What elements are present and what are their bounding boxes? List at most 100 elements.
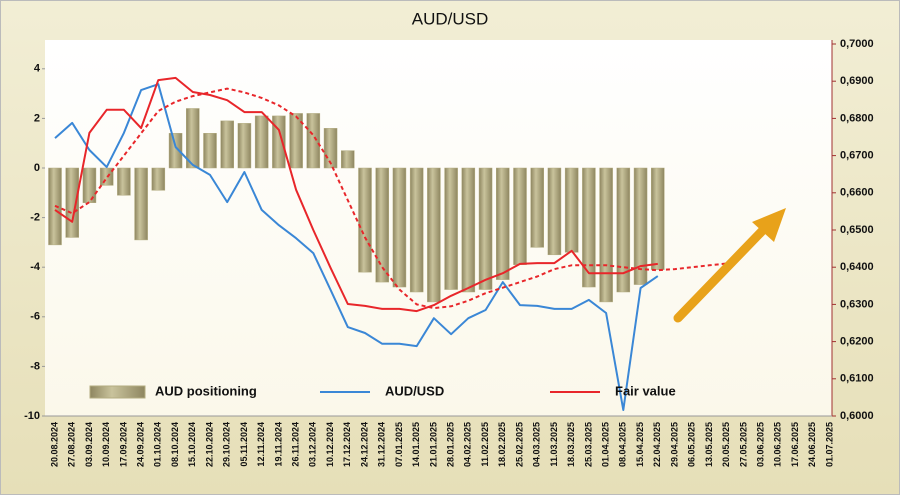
line bbox=[54, 76, 658, 313]
bar bbox=[254, 115, 269, 169]
bar bbox=[168, 133, 183, 169]
x-tick-label: 10.06.2025 bbox=[773, 422, 783, 467]
x-tick-label: 01.04.2025 bbox=[600, 422, 610, 467]
x-tick-label: 25.03.2025 bbox=[583, 422, 593, 467]
x-tick-label: 07.01.2025 bbox=[394, 422, 404, 467]
chart-title: AUD/USD bbox=[412, 9, 489, 28]
bar bbox=[564, 167, 579, 253]
bar bbox=[237, 123, 252, 169]
x-tick-label: 27.05.2025 bbox=[738, 422, 748, 467]
x-tick-label: 15.10.2024 bbox=[187, 422, 197, 467]
bar bbox=[651, 167, 665, 270]
bar bbox=[513, 167, 527, 265]
bar bbox=[444, 167, 458, 290]
x-tick-label: 04.03.2025 bbox=[532, 422, 542, 467]
y-tick-label: 4 bbox=[34, 63, 41, 75]
legend-item: AUD positioning bbox=[89, 383, 257, 399]
legend-item: Fair value bbox=[550, 383, 676, 398]
bar bbox=[375, 167, 389, 283]
bar bbox=[220, 120, 234, 169]
bar bbox=[427, 167, 441, 303]
y2-tick-label: 0,6000 bbox=[840, 410, 874, 422]
legend-label: AUD positioning bbox=[155, 383, 257, 398]
y2-tick-label: 0,6400 bbox=[840, 261, 874, 273]
y-tick-label: -2 bbox=[30, 212, 40, 224]
y2-tick-label: 0,7000 bbox=[840, 38, 874, 50]
bar bbox=[82, 167, 97, 203]
x-tick-label: 25.02.2025 bbox=[514, 422, 524, 467]
bar bbox=[461, 167, 476, 293]
y-tick-label: -8 bbox=[30, 360, 40, 372]
x-tick-label: 14.01.2025 bbox=[411, 422, 421, 467]
y2-tick-label: 0,6600 bbox=[840, 187, 874, 199]
x-tick-label: 10.09.2024 bbox=[101, 422, 111, 467]
y2-tick-label: 0,6500 bbox=[840, 224, 874, 236]
x-tick-label: 31.12.2024 bbox=[377, 422, 387, 467]
bar bbox=[151, 167, 166, 191]
bar bbox=[134, 167, 148, 241]
dashed-line bbox=[54, 87, 727, 310]
x-tick-label: 22.04.2025 bbox=[652, 422, 662, 467]
x-tick-label: 11.02.2025 bbox=[480, 422, 490, 467]
legend-label: Fair value bbox=[615, 383, 676, 398]
x-tick-label: 12.11.2024 bbox=[256, 422, 266, 467]
bar bbox=[599, 167, 613, 303]
x-tick-label: 28.01.2025 bbox=[445, 422, 455, 467]
x-tick-label: 24.12.2024 bbox=[359, 422, 369, 467]
x-tick-label: 17.09.2024 bbox=[118, 422, 128, 467]
y-tick-label: 0 bbox=[34, 162, 40, 174]
x-tick-label: 27.08.2024 bbox=[67, 422, 77, 467]
x-tick-label: 03.06.2025 bbox=[755, 422, 765, 467]
bar bbox=[633, 167, 648, 285]
x-tick-label: 04.02.2025 bbox=[463, 422, 473, 467]
x-tick-label: 21.01.2025 bbox=[428, 422, 438, 467]
bar bbox=[117, 167, 131, 196]
x-tick-label: 06.05.2025 bbox=[687, 422, 697, 467]
y2-tick-label: 0,6300 bbox=[840, 298, 874, 310]
legend-label: AUD/USD bbox=[385, 383, 444, 398]
x-tick-label: 01.10.2024 bbox=[153, 422, 163, 467]
x-tick-label: 24.09.2024 bbox=[135, 422, 145, 467]
x-tick-label: 20.05.2025 bbox=[721, 422, 731, 467]
bar bbox=[186, 108, 200, 169]
plot: 4 2 0 -2 -4 -6 -8 -10 0,7000 0,6900 0,6800 0,6700 0,… bbox=[24, 38, 874, 467]
x-tick-label: 22.10.2024 bbox=[204, 422, 214, 467]
x-tick-label: 20.08.2024 bbox=[49, 422, 59, 467]
bar bbox=[203, 133, 217, 169]
bar bbox=[306, 113, 321, 169]
bar bbox=[358, 167, 372, 273]
y2-tick-label: 0,6900 bbox=[840, 75, 874, 87]
x-tick-label: 17.06.2025 bbox=[790, 422, 800, 467]
x-tick-label: 08.10.2024 bbox=[170, 422, 180, 467]
x-tick-label: 15.04.2025 bbox=[635, 422, 645, 467]
bar bbox=[616, 167, 631, 293]
x-tick-label: 17.12.2024 bbox=[342, 422, 352, 467]
bar bbox=[530, 167, 544, 248]
legend-swatch bbox=[89, 385, 146, 399]
bar bbox=[341, 150, 355, 169]
y-tick-label: -6 bbox=[30, 311, 40, 323]
y-tick-label: 2 bbox=[34, 112, 40, 124]
x-tick-label: 10.12.2024 bbox=[325, 422, 335, 467]
x-tick-label: 24.06.2025 bbox=[807, 422, 817, 467]
bar bbox=[547, 167, 562, 256]
x-tick-label: 18.03.2025 bbox=[566, 422, 576, 467]
y2-tick-label: 0,6100 bbox=[840, 373, 874, 385]
y-tick-label: -4 bbox=[30, 261, 41, 273]
bar bbox=[392, 167, 407, 288]
legend-item: AUD/USD bbox=[320, 383, 444, 398]
x-tick-label: 05.11.2024 bbox=[239, 422, 249, 467]
x-tick-label: 18.02.2025 bbox=[497, 422, 507, 467]
bar bbox=[496, 167, 510, 280]
bar bbox=[289, 113, 303, 169]
x-tick-label: 03.09.2024 bbox=[84, 422, 94, 467]
x-tick-label: 19.11.2024 bbox=[273, 422, 283, 467]
bar bbox=[409, 167, 424, 293]
y2-tick-label: 0,6200 bbox=[840, 336, 874, 348]
arrow bbox=[673, 208, 786, 323]
x-tick-label: 26.11.2024 bbox=[290, 422, 300, 467]
x-tick-label: 29.10.2024 bbox=[222, 422, 232, 467]
y-tick-label: -10 bbox=[24, 410, 40, 422]
x-tick-label: 08.04.2025 bbox=[618, 422, 628, 467]
